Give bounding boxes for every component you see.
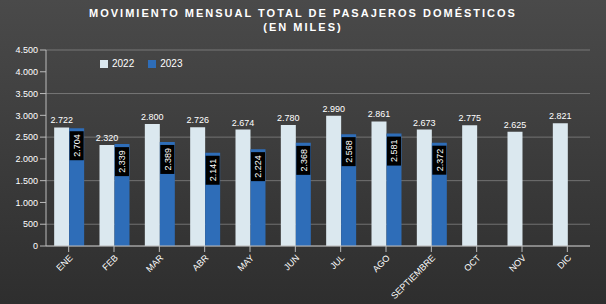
- svg-text:2.372: 2.372: [435, 149, 445, 172]
- svg-text:2.581: 2.581: [389, 140, 399, 163]
- svg-text:2.320: 2.320: [96, 133, 119, 143]
- svg-text:DIC: DIC: [555, 253, 573, 271]
- svg-text:OCT: OCT: [462, 253, 483, 274]
- svg-text:NOV: NOV: [507, 253, 528, 274]
- svg-text:MAR: MAR: [144, 253, 166, 275]
- html-text:2023: 2023: [160, 58, 183, 69]
- svg-text:2.568: 2.568: [344, 140, 354, 163]
- svg-text:AGO: AGO: [371, 253, 392, 274]
- svg-text:2.775: 2.775: [458, 113, 481, 123]
- svg-text:2.726: 2.726: [186, 115, 209, 125]
- html-text:(EN MILES): (EN MILES): [263, 21, 343, 33]
- svg-text:2.000: 2.000: [15, 154, 38, 164]
- svg-text:FEB: FEB: [100, 253, 119, 272]
- svg-text:JUN: JUN: [282, 253, 301, 272]
- svg-text:2.704: 2.704: [72, 134, 82, 157]
- svg-text:0: 0: [33, 241, 38, 251]
- svg-text:4.500: 4.500: [15, 45, 38, 55]
- svg-text:2.224: 2.224: [253, 155, 263, 178]
- svg-text:ABR: ABR: [190, 253, 211, 274]
- svg-text:2.800: 2.800: [141, 112, 164, 122]
- svg-text:MAY: MAY: [236, 253, 256, 273]
- svg-text:3.500: 3.500: [15, 89, 38, 99]
- html-text:MOVIMIENTO MENSUAL TOTAL DE PA: MOVIMIENTO MENSUAL TOTAL DE PASAJEROS DO…: [89, 7, 517, 19]
- html-text:2022: 2022: [112, 58, 135, 69]
- svg-text:2.780: 2.780: [277, 113, 300, 123]
- svg-text:2.861: 2.861: [368, 109, 391, 119]
- svg-text:2.674: 2.674: [232, 118, 255, 128]
- svg-text:2.625: 2.625: [504, 120, 527, 130]
- svg-text:2.722: 2.722: [50, 115, 73, 125]
- svg-text:SEPTIEMBRE: SEPTIEMBRE: [389, 253, 437, 301]
- svg-text:ENE: ENE: [54, 253, 74, 273]
- svg-text:2.389: 2.389: [163, 148, 173, 171]
- svg-text:2.500: 2.500: [15, 132, 38, 142]
- svg-text:2.821: 2.821: [549, 111, 572, 121]
- svg-text:2.141: 2.141: [208, 159, 218, 182]
- svg-text:1.000: 1.000: [15, 198, 38, 208]
- svg-text:1.500: 1.500: [15, 176, 38, 186]
- svg-text:2.990: 2.990: [322, 104, 345, 114]
- svg-text:2.339: 2.339: [117, 150, 127, 173]
- svg-text:JUL: JUL: [328, 253, 346, 271]
- svg-text:2.368: 2.368: [299, 149, 309, 172]
- svg-text:2.673: 2.673: [413, 118, 436, 128]
- svg-text:500: 500: [23, 219, 38, 229]
- svg-text:4.000: 4.000: [15, 67, 38, 77]
- svg-text:3.000: 3.000: [15, 111, 38, 121]
